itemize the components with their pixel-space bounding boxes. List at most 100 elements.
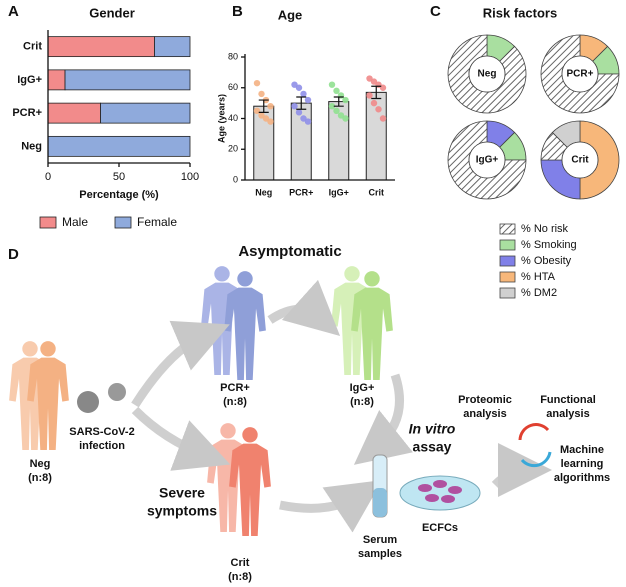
label: (n:8) — [223, 396, 247, 408]
y-tick-label: 60 — [228, 82, 238, 92]
label: assay — [413, 439, 452, 455]
label: Functional — [540, 394, 596, 406]
data-point — [370, 99, 378, 107]
tube-serum — [373, 488, 387, 517]
label: infection — [79, 440, 125, 452]
x-axis-label: Percentage (%) — [79, 189, 159, 201]
legend-label: % No risk — [521, 223, 569, 235]
data-point — [291, 81, 298, 88]
chart-title: Risk factors — [483, 5, 557, 20]
x-tick-label: 100 — [181, 171, 199, 183]
x-tick-label: 0 — [45, 171, 51, 183]
x-tick-label: 50 — [113, 171, 125, 183]
cells — [418, 480, 462, 503]
panel-label: B — [232, 3, 243, 20]
label: ECFCs — [422, 522, 458, 534]
legend-swatch — [499, 239, 516, 251]
diagram: D Asymptomatic Severe symptoms Neg (n:8)… — [8, 243, 610, 583]
data-point — [262, 115, 270, 122]
person-head — [22, 341, 38, 357]
data-point — [379, 84, 387, 91]
panel-label: A — [8, 3, 19, 20]
virus — [108, 383, 126, 401]
person-head — [214, 266, 230, 282]
data-point — [253, 79, 261, 87]
label: samples — [358, 548, 402, 560]
person-body — [224, 287, 266, 380]
bar — [365, 91, 387, 181]
data-point — [375, 106, 382, 113]
legend-swatch — [114, 216, 132, 229]
legend-swatch — [39, 216, 57, 229]
legend-label: Female — [137, 215, 177, 229]
y-tick-label: PCR+ — [12, 107, 42, 119]
error-bar — [333, 96, 344, 107]
bar-segment — [47, 135, 191, 157]
label: learning — [561, 458, 604, 470]
flow-arrows — [131, 279, 552, 533]
legend-label: Male — [62, 215, 88, 229]
data-point — [300, 90, 307, 98]
person-body — [27, 357, 69, 450]
label: SARS-CoV-2 — [69, 426, 134, 438]
virus — [77, 391, 99, 413]
data-point — [370, 78, 378, 85]
data-point — [267, 118, 274, 125]
data-point — [291, 103, 298, 110]
data-point — [295, 84, 303, 91]
data-point — [337, 112, 345, 119]
label: (n:8) — [228, 571, 252, 583]
y-tick-label: 80 — [228, 51, 238, 61]
chart-title: Age — [278, 7, 303, 22]
person-head — [220, 423, 236, 439]
person-body — [351, 287, 393, 380]
cycle-arrows — [518, 423, 552, 468]
data-point — [304, 96, 312, 104]
person-head — [237, 271, 253, 287]
data-point — [342, 115, 349, 122]
legend-swatch — [499, 255, 516, 267]
data-point — [328, 103, 336, 110]
data-point — [258, 90, 265, 98]
person-head — [364, 271, 380, 287]
x-tick-label: Neg — [255, 187, 272, 197]
label: Proteomic — [458, 394, 512, 406]
data-point — [328, 81, 336, 88]
bar-segment — [100, 102, 191, 124]
bar-segment — [64, 69, 191, 91]
y-tick-label: Neg — [21, 140, 42, 152]
label: Neg — [30, 458, 51, 470]
data-point — [253, 107, 261, 115]
donut-label: PCR+ — [567, 69, 594, 80]
legend-label: % HTA — [521, 271, 556, 283]
donut-hole — [468, 141, 506, 179]
bar-segment — [47, 102, 101, 124]
person-head — [344, 266, 360, 282]
chart-title: Gender — [89, 5, 135, 20]
label: analysis — [463, 408, 506, 420]
bar — [290, 102, 312, 181]
donut-hole — [468, 55, 506, 93]
data-point — [267, 103, 274, 110]
data-point — [366, 75, 373, 82]
label: In vitro — [409, 421, 456, 437]
y-tick-label: 20 — [228, 144, 238, 154]
data-point — [300, 115, 307, 122]
bar-segment — [47, 69, 66, 91]
label: Serum — [363, 534, 397, 546]
y-tick-label: IgG+ — [17, 74, 42, 86]
panel-label: D — [8, 246, 19, 263]
label: algorithms — [554, 472, 610, 484]
x-tick-label: IgG+ — [329, 187, 349, 197]
group-label: Asymptomatic — [238, 243, 341, 260]
person-body — [229, 443, 271, 536]
data-point — [333, 107, 340, 115]
label: Crit — [231, 557, 250, 569]
label: PCR+ — [220, 382, 250, 394]
person-head — [242, 427, 258, 443]
label: (n:8) — [28, 472, 52, 484]
label: analysis — [546, 408, 589, 420]
error-bar — [258, 99, 269, 113]
bar-segment — [47, 36, 155, 58]
